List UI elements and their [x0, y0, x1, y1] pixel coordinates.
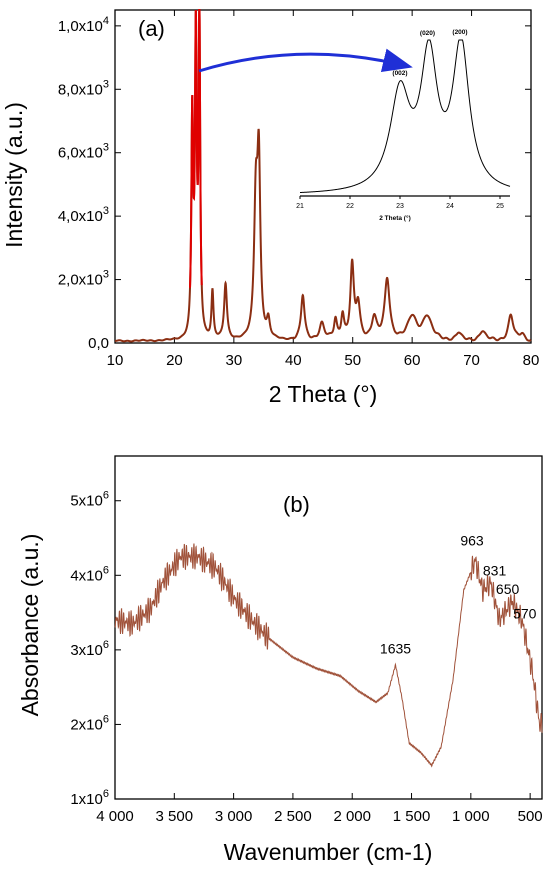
ftir-x-tick-label: 1 500	[393, 808, 431, 825]
xrd-x-axis-title: 2 Theta (°)	[269, 381, 378, 407]
inset-x-tick-label: 25	[496, 203, 504, 210]
xrd-y-tick-label: 2,0x103	[58, 269, 109, 289]
xrd-tick-labels: 10 20 30 40 50 60 70 80 0,0 2,0x103 4,0x103 6,0x103…	[58, 15, 540, 369]
ftir-plot-frame	[114, 455, 543, 800]
ftir-x-axis-title: Wavenumber (cm-1)	[224, 839, 433, 865]
ftir-peak-label: 650	[496, 581, 520, 597]
ftir-x-tick-label: 4 000	[96, 808, 134, 825]
xrd-x-tick-label: 60	[404, 352, 421, 369]
ftir-y-axis-title: Absorbance (a.u.)	[17, 534, 43, 717]
ftir-y-tick-label: 3x106	[70, 639, 109, 659]
ftir-y-tick-label: 4x106	[70, 564, 109, 584]
xrd-panel: 10 20 30 40 50 60 70 80 0,0 2,0x103 4,0x103 6,0x103…	[1, 9, 540, 407]
inset-x-tick-label: 22	[346, 203, 354, 210]
ftir-x-tick-label: 1 000	[452, 808, 490, 825]
ftir-y-tick-label: 2x106	[70, 713, 109, 733]
xrd-highlight-curve	[189, 9, 203, 288]
xrd-x-tick-label: 50	[344, 352, 361, 369]
ftir-x-tick-label: 2 000	[333, 808, 371, 825]
xrd-inset: 21 22 23 24 25 2 Theta (°) (002) (020) (200)	[296, 29, 511, 222]
xrd-x-tick-label: 80	[523, 352, 540, 369]
xrd-panel-label: (a)	[138, 16, 165, 41]
inset-x-tick-label: 23	[396, 203, 404, 210]
inset-peak-label: (002)	[392, 70, 407, 77]
inset-peak-label: (020)	[420, 30, 435, 37]
xrd-x-tick-label: 70	[463, 352, 480, 369]
xrd-y-tick-label: 0,0	[88, 335, 109, 352]
ftir-x-tick-label: 500	[518, 808, 543, 825]
inset-x-axis-title: 2 Theta (°)	[379, 214, 411, 222]
ftir-y-tick-label: 5x106	[70, 490, 109, 510]
ftir-panel: 4 000 3 500 3 000 2 500 2 000 1 500 1 000 500 1x…	[17, 455, 543, 865]
xrd-x-tick-label: 30	[226, 352, 243, 369]
xrd-plot-frame	[114, 9, 532, 344]
xrd-x-tick-label: 40	[285, 352, 302, 369]
ftir-axis-ticks	[114, 500, 531, 800]
inset-pointer-arrow	[198, 48, 413, 73]
ftir-x-tick-label: 3 500	[156, 808, 194, 825]
ftir-peak-label: 1635	[380, 641, 411, 657]
ftir-panel-label: (b)	[283, 492, 310, 517]
xrd-y-axis-title: Intensity (a.u.)	[1, 102, 27, 248]
inset-x-tick-label: 21	[296, 203, 304, 210]
ftir-tick-labels: 4 000 3 500 3 000 2 500 2 000 1 500 1 000 500 1x…	[70, 490, 542, 825]
ftir-y-tick-label: 1x106	[70, 788, 109, 808]
inset-x-tick-label: 24	[446, 203, 454, 210]
xrd-y-tick-label: 4,0x103	[58, 205, 109, 225]
ftir-x-tick-label: 3 000	[215, 808, 253, 825]
inset-ticks: 21 22 23 24 25	[296, 196, 504, 210]
ftir-peak-label: 963	[460, 532, 484, 548]
ftir-peak-label: 831	[483, 562, 507, 578]
xrd-y-tick-label: 1,0x104	[58, 15, 109, 35]
xrd-y-tick-label: 6,0x103	[58, 142, 109, 162]
xrd-x-tick-label: 20	[166, 352, 183, 369]
inset-curve	[299, 39, 511, 194]
xrd-main-curve	[114, 9, 532, 343]
ftir-annotations: 1635 963 831 650 570	[380, 532, 537, 656]
inset-peak-label: (200)	[452, 29, 467, 36]
ftir-peak-label: 570	[513, 606, 537, 622]
xrd-axis-ticks	[114, 10, 532, 344]
xrd-y-tick-label: 8,0x103	[58, 78, 109, 98]
inset-annotations: (002) (020) (200)	[392, 29, 467, 77]
ftir-x-tick-label: 2 500	[274, 808, 312, 825]
ftir-curve	[114, 543, 543, 768]
xrd-x-tick-label: 10	[107, 352, 124, 369]
